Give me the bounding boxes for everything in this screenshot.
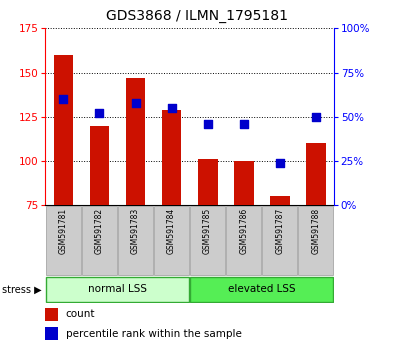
Bar	[126, 78, 145, 205]
FancyBboxPatch shape	[82, 206, 117, 275]
Bar	[162, 110, 181, 205]
Point	[205, 121, 211, 127]
FancyBboxPatch shape	[190, 277, 333, 302]
Bar	[90, 126, 109, 205]
Point	[241, 121, 247, 127]
Text: normal LSS: normal LSS	[88, 284, 147, 295]
Text: GSM591783: GSM591783	[131, 208, 140, 255]
Point	[168, 105, 175, 111]
Text: count: count	[66, 309, 95, 319]
FancyBboxPatch shape	[298, 206, 333, 275]
FancyBboxPatch shape	[46, 206, 81, 275]
Bar	[198, 159, 218, 205]
Text: GDS3868 / ILMN_1795181: GDS3868 / ILMN_1795181	[107, 9, 288, 23]
Point	[276, 160, 283, 166]
Bar	[45, 308, 58, 321]
Bar	[306, 143, 325, 205]
Text: GSM591786: GSM591786	[239, 208, 248, 255]
Text: stress ▶: stress ▶	[2, 284, 41, 295]
Point	[312, 114, 319, 120]
Text: GSM591784: GSM591784	[167, 208, 176, 255]
FancyBboxPatch shape	[154, 206, 189, 275]
Bar	[54, 55, 73, 205]
Text: GSM591788: GSM591788	[311, 208, 320, 254]
FancyBboxPatch shape	[46, 277, 189, 302]
Text: GSM591787: GSM591787	[275, 208, 284, 255]
Point	[60, 96, 67, 102]
FancyBboxPatch shape	[262, 206, 297, 275]
Bar	[234, 161, 254, 205]
Text: GSM591785: GSM591785	[203, 208, 212, 255]
Bar	[270, 196, 290, 205]
FancyBboxPatch shape	[118, 206, 153, 275]
Point	[132, 100, 139, 105]
Text: elevated LSS: elevated LSS	[228, 284, 295, 295]
Text: GSM591781: GSM591781	[59, 208, 68, 254]
Bar	[45, 327, 58, 340]
Text: percentile rank within the sample: percentile rank within the sample	[66, 329, 241, 339]
FancyBboxPatch shape	[190, 206, 225, 275]
FancyBboxPatch shape	[226, 206, 261, 275]
Text: GSM591782: GSM591782	[95, 208, 104, 254]
Point	[96, 110, 103, 116]
